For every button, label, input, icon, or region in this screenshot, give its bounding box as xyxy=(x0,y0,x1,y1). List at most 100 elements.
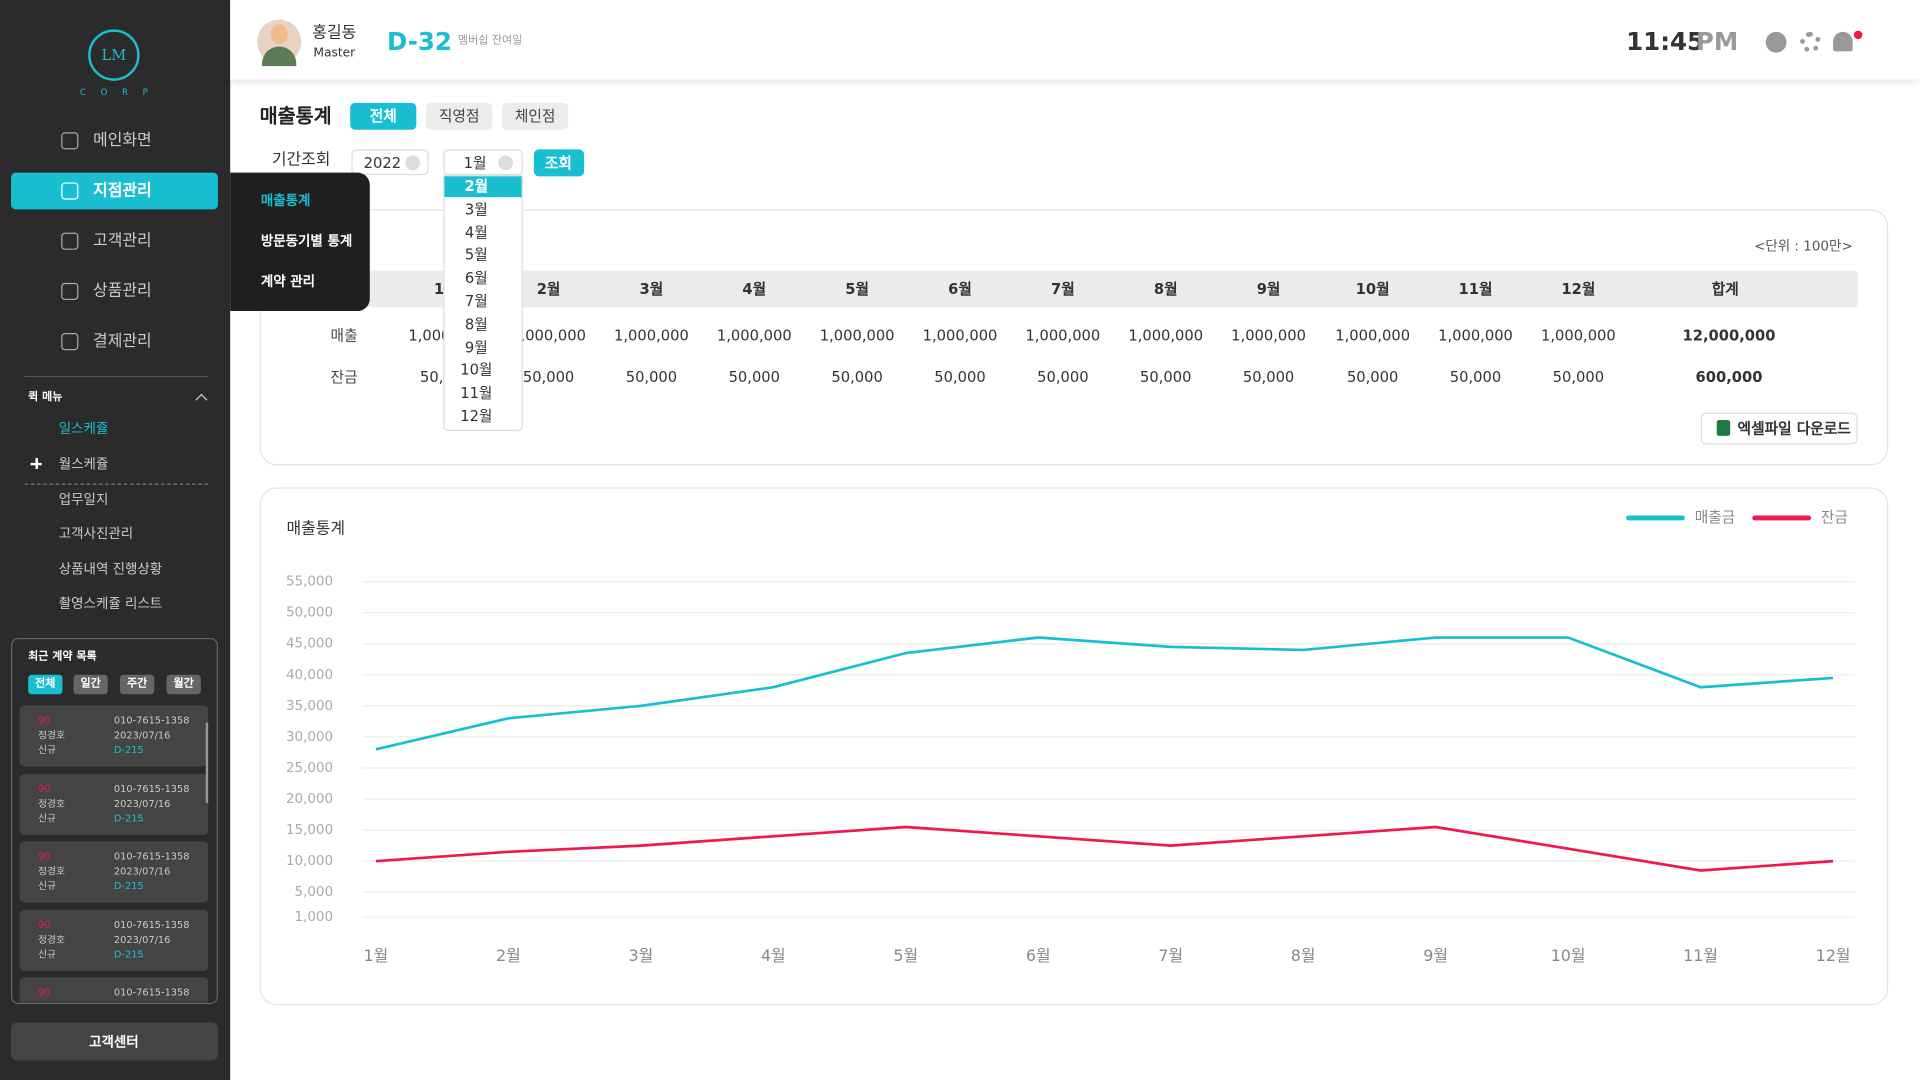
contract-name: 정경호 xyxy=(37,798,66,810)
alert-icon[interactable] xyxy=(1765,31,1787,53)
month-option[interactable]: 12월 xyxy=(460,407,493,425)
y-tick-label: 1,000 xyxy=(295,910,334,925)
d-day: D-32 xyxy=(386,26,452,57)
y-tick-label: 50,000 xyxy=(286,606,333,621)
table-card xyxy=(259,209,1889,466)
recent-tab[interactable] xyxy=(73,674,108,695)
table-column: 12월 xyxy=(1561,280,1596,298)
recent-box xyxy=(11,637,218,1005)
table-column: 7월 xyxy=(1050,280,1075,298)
month-option[interactable]: 3월 xyxy=(464,200,488,218)
y-tick-label: 40,000 xyxy=(286,668,333,683)
x-tick-label: 6월 xyxy=(1026,946,1051,965)
table-column: 9월 xyxy=(1256,280,1281,298)
search-button[interactable] xyxy=(533,149,585,177)
menu-item[interactable]: 상품관리 xyxy=(93,282,152,301)
table-header xyxy=(281,270,1858,308)
menu-item[interactable]: 결제관리 xyxy=(93,332,152,351)
contract-card[interactable] xyxy=(19,909,209,972)
y-tick-label: 15,000 xyxy=(286,823,333,838)
month-option[interactable]: 2월 xyxy=(464,177,489,195)
month-option[interactable]: 6월 xyxy=(464,269,488,287)
contract-card[interactable] xyxy=(19,841,209,903)
y-tick-label: 25,000 xyxy=(286,761,333,776)
submenu-item[interactable]: 계약 관리 xyxy=(260,273,316,290)
contract-phone: 010-7615-1358 xyxy=(113,851,190,863)
month-select[interactable] xyxy=(443,149,523,176)
quick-menu-item[interactable]: 고객사진관리 xyxy=(58,525,134,542)
contract-name: 정경호 xyxy=(37,729,66,741)
quick-menu-item[interactable]: 상품내역 진행상황 xyxy=(58,561,163,578)
table-cell: 1,000,000 xyxy=(1335,326,1411,345)
period-label: 기간조회 xyxy=(271,151,331,170)
table-cell: 1,000,000 xyxy=(1438,326,1513,345)
table-row-label: 매출 xyxy=(330,326,358,345)
submenu-item[interactable]: 매출통계 xyxy=(260,192,311,209)
quick-menu-item[interactable]: 촬영스케쥴 리스트 xyxy=(58,595,163,612)
quick-menu-item[interactable]: 일스케쥴 xyxy=(58,420,109,437)
quick-menu-item[interactable]: 월스케쥴 xyxy=(58,456,109,473)
x-tick-label: 1월 xyxy=(364,946,389,965)
year-select[interactable] xyxy=(351,149,429,176)
unit-label: <단위 : 100만> xyxy=(1754,238,1853,255)
contract-score: 90 xyxy=(37,986,51,998)
table-cell: 1,000,000 xyxy=(1025,326,1101,345)
contract-date: 2023/07/16 xyxy=(113,934,171,946)
contract-card[interactable] xyxy=(19,773,209,836)
quick-menu-item[interactable]: 업무일지 xyxy=(58,491,109,508)
recent-tab-label: 월간 xyxy=(173,677,194,690)
month-option[interactable]: 5월 xyxy=(464,246,488,264)
menu-icon xyxy=(61,232,79,250)
bell-icon[interactable] xyxy=(1833,31,1853,52)
menu-icon xyxy=(61,182,79,200)
filter-tab-label: 직영점 xyxy=(438,107,480,125)
month-option[interactable]: 11월 xyxy=(460,384,493,402)
data-line xyxy=(375,636,1834,751)
y-tick-label: 5,000 xyxy=(295,885,334,900)
filter-tab[interactable] xyxy=(502,102,569,130)
filter-tab[interactable] xyxy=(350,102,417,130)
download-button[interactable] xyxy=(1700,412,1858,445)
x-tick-label: 9월 xyxy=(1423,946,1448,965)
chart-title: 매출통계 xyxy=(287,518,346,537)
month-option[interactable]: 9월 xyxy=(464,338,488,356)
table-row-label: 잔금 xyxy=(330,368,358,386)
filter-tab[interactable] xyxy=(426,102,493,130)
data-line xyxy=(375,825,1834,872)
month-option[interactable]: 4월 xyxy=(464,223,488,241)
x-tick-label: 4월 xyxy=(761,946,786,965)
recent-tab-label: 주간 xyxy=(127,677,148,690)
table-cell: 50,000 xyxy=(831,368,883,386)
table-column: 6월 xyxy=(948,280,972,298)
avatar-face xyxy=(270,24,288,45)
support-button[interactable] xyxy=(11,1022,218,1061)
contract-score: 90 xyxy=(37,919,51,931)
contract-card[interactable] xyxy=(19,977,209,1003)
divider xyxy=(24,375,209,378)
month-option[interactable]: 10월 xyxy=(460,361,493,379)
table-cell: 1,000,000 xyxy=(819,326,895,345)
contract-code: D-215 xyxy=(113,813,144,825)
recent-tab[interactable] xyxy=(166,674,201,695)
settings-icon[interactable] xyxy=(1800,31,1821,53)
recent-tab[interactable] xyxy=(28,674,63,695)
menu-item[interactable]: 메인화면 xyxy=(93,131,152,150)
recent-list: 90 정경호 신규 010-7615-1358 2023/07/16 D-215 90 정경호… xyxy=(12,698,216,1003)
contract-card[interactable] xyxy=(19,705,209,767)
search-label: 조회 xyxy=(544,154,572,172)
contract-date: 2023/07/16 xyxy=(113,865,171,877)
month-option[interactable]: 7월 xyxy=(464,292,488,310)
bell-badge xyxy=(1853,30,1863,40)
month-option[interactable]: 8월 xyxy=(464,315,488,333)
time: 11:45 xyxy=(1626,26,1705,57)
menu-active-bg xyxy=(11,172,218,210)
year-chevron xyxy=(405,155,420,171)
x-tick-label: 2월 xyxy=(496,946,521,965)
table-cell: 50,000 xyxy=(728,368,780,386)
submenu-item[interactable]: 방문동기별 통계 xyxy=(260,233,353,250)
menu-item[interactable]: 고객관리 xyxy=(93,232,152,251)
excel-icon xyxy=(1716,420,1731,436)
support-label: 고객센터 xyxy=(89,1034,139,1050)
recent-tab[interactable] xyxy=(120,674,155,695)
menu-item[interactable]: 지점관리 xyxy=(93,181,152,201)
